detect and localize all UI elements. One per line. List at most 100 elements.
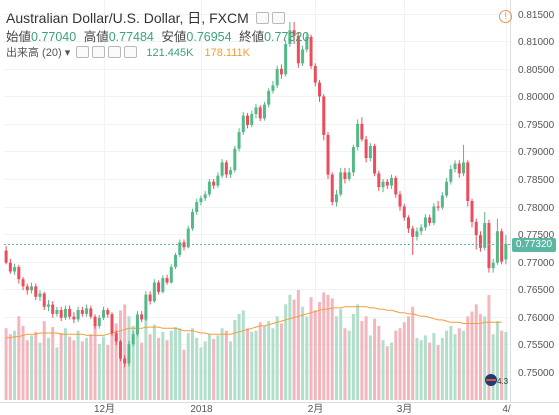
volume-bar	[339, 309, 343, 400]
volume-bar	[85, 337, 89, 400]
candle-body	[275, 68, 279, 86]
price-tick-label: 0.75500	[518, 340, 555, 351]
volume-study-title[interactable]: 出来高 (20)	[6, 47, 62, 59]
volume-bar	[237, 313, 241, 400]
candle-body	[334, 194, 338, 203]
candle-body	[140, 314, 144, 320]
volume-bar	[402, 322, 406, 400]
volume-bar	[182, 349, 186, 400]
volume-study-row: 出来高 (20) ▾ 121.445K 178.111K	[6, 44, 250, 60]
volume-bar	[415, 337, 419, 400]
candle-body	[381, 181, 385, 188]
volume-bar	[284, 304, 288, 400]
candle-body	[178, 242, 182, 255]
more-icon[interactable]	[124, 46, 138, 59]
candle-body	[51, 304, 55, 314]
close-icon[interactable]	[108, 46, 122, 59]
candle-body	[415, 231, 419, 237]
volume-bar	[390, 342, 394, 400]
volume-bar	[178, 328, 182, 400]
candle-body	[203, 194, 207, 199]
price-tick-label: 0.76000	[518, 313, 555, 324]
volume-bar	[440, 337, 444, 400]
volume-bar	[449, 325, 453, 400]
flag-icon[interactable]: 4.31	[484, 373, 508, 387]
candle-body	[169, 267, 173, 283]
candle-body	[72, 316, 76, 320]
volume-bar	[195, 337, 199, 400]
volume-bar	[140, 342, 144, 400]
ohlc-row: 始値0.77040 高値0.77484 安値0.76954 終値0.77320	[6, 26, 313, 45]
candle-body	[436, 206, 440, 208]
candle-body	[135, 314, 139, 335]
candle-body	[470, 201, 474, 222]
candle-body	[466, 162, 470, 201]
candle-body	[491, 262, 495, 269]
open-value: 0.77040	[31, 30, 77, 44]
candle-body	[440, 195, 444, 208]
volume-bar	[93, 324, 97, 400]
candle-body	[89, 308, 93, 317]
volume-bar	[394, 330, 398, 400]
candle-body	[241, 115, 245, 133]
time-tick-label: 2018	[190, 404, 213, 415]
volume-bar	[377, 325, 381, 400]
volume-bar	[246, 328, 250, 400]
candle-body	[449, 169, 453, 182]
volume-bar	[423, 335, 427, 400]
close-value: 0.77320	[264, 30, 310, 44]
candle-body	[406, 217, 410, 229]
candle-body	[487, 223, 491, 269]
candle-body	[8, 262, 12, 272]
price-axis[interactable]: 0.81500 0.81000 0.80500 0.80000 0.79500 0.790…	[518, 10, 555, 379]
candle-body	[360, 123, 364, 140]
candle-body	[93, 316, 97, 327]
chevron-down-icon[interactable]: ▾	[64, 47, 71, 59]
volume-bar	[360, 321, 364, 400]
volume-bar	[220, 328, 224, 400]
candle-body	[288, 30, 292, 45]
candle-body	[495, 231, 499, 263]
price-tick-label: 0.75000	[518, 368, 555, 379]
close-study-icon[interactable]	[271, 12, 285, 25]
candle-body	[161, 278, 165, 292]
volume-bar	[42, 321, 46, 400]
candle-body	[25, 286, 29, 291]
volume-bar	[186, 333, 190, 400]
high-value: 0.77484	[108, 30, 154, 44]
symbol-title-row: Australian Dollar/U.S. Dollar, 日, FXCM	[6, 8, 285, 28]
volume-bar	[373, 318, 377, 400]
candle-body	[474, 221, 478, 236]
candle-body	[318, 82, 322, 97]
candle-body	[309, 36, 313, 67]
open-label: 始値	[6, 30, 32, 44]
volume-bar	[76, 330, 80, 400]
volume-bar	[462, 330, 466, 400]
candle-body	[118, 341, 122, 359]
volume-bar	[17, 316, 21, 400]
time-axis[interactable]: 12月 2018 2月 3月 4/	[94, 403, 511, 415]
price-tick-label: 0.81500	[518, 10, 555, 21]
volume-bar	[152, 324, 156, 400]
volume-bar	[364, 316, 368, 400]
volume-bar	[38, 342, 42, 400]
settings-icon[interactable]	[92, 46, 106, 59]
info-icon[interactable]: !	[499, 10, 512, 23]
candle-body	[500, 231, 504, 262]
volume-bar	[135, 321, 139, 400]
format-icon[interactable]	[255, 12, 269, 25]
candlesticks	[4, 22, 508, 368]
volume-bar	[292, 299, 296, 400]
eye-icon[interactable]	[76, 46, 90, 59]
volume-bar	[55, 347, 59, 400]
time-tick-label: 3月	[397, 403, 413, 415]
volume-bar	[161, 331, 165, 400]
volume-bar	[356, 304, 360, 400]
candle-body	[343, 172, 347, 179]
volume-bar	[419, 340, 423, 400]
symbol-title[interactable]: Australian Dollar/U.S. Dollar, 日, FXCM	[6, 10, 249, 26]
candle-body	[250, 113, 254, 126]
candle-body	[233, 148, 237, 171]
low-label: 安値	[161, 30, 187, 44]
